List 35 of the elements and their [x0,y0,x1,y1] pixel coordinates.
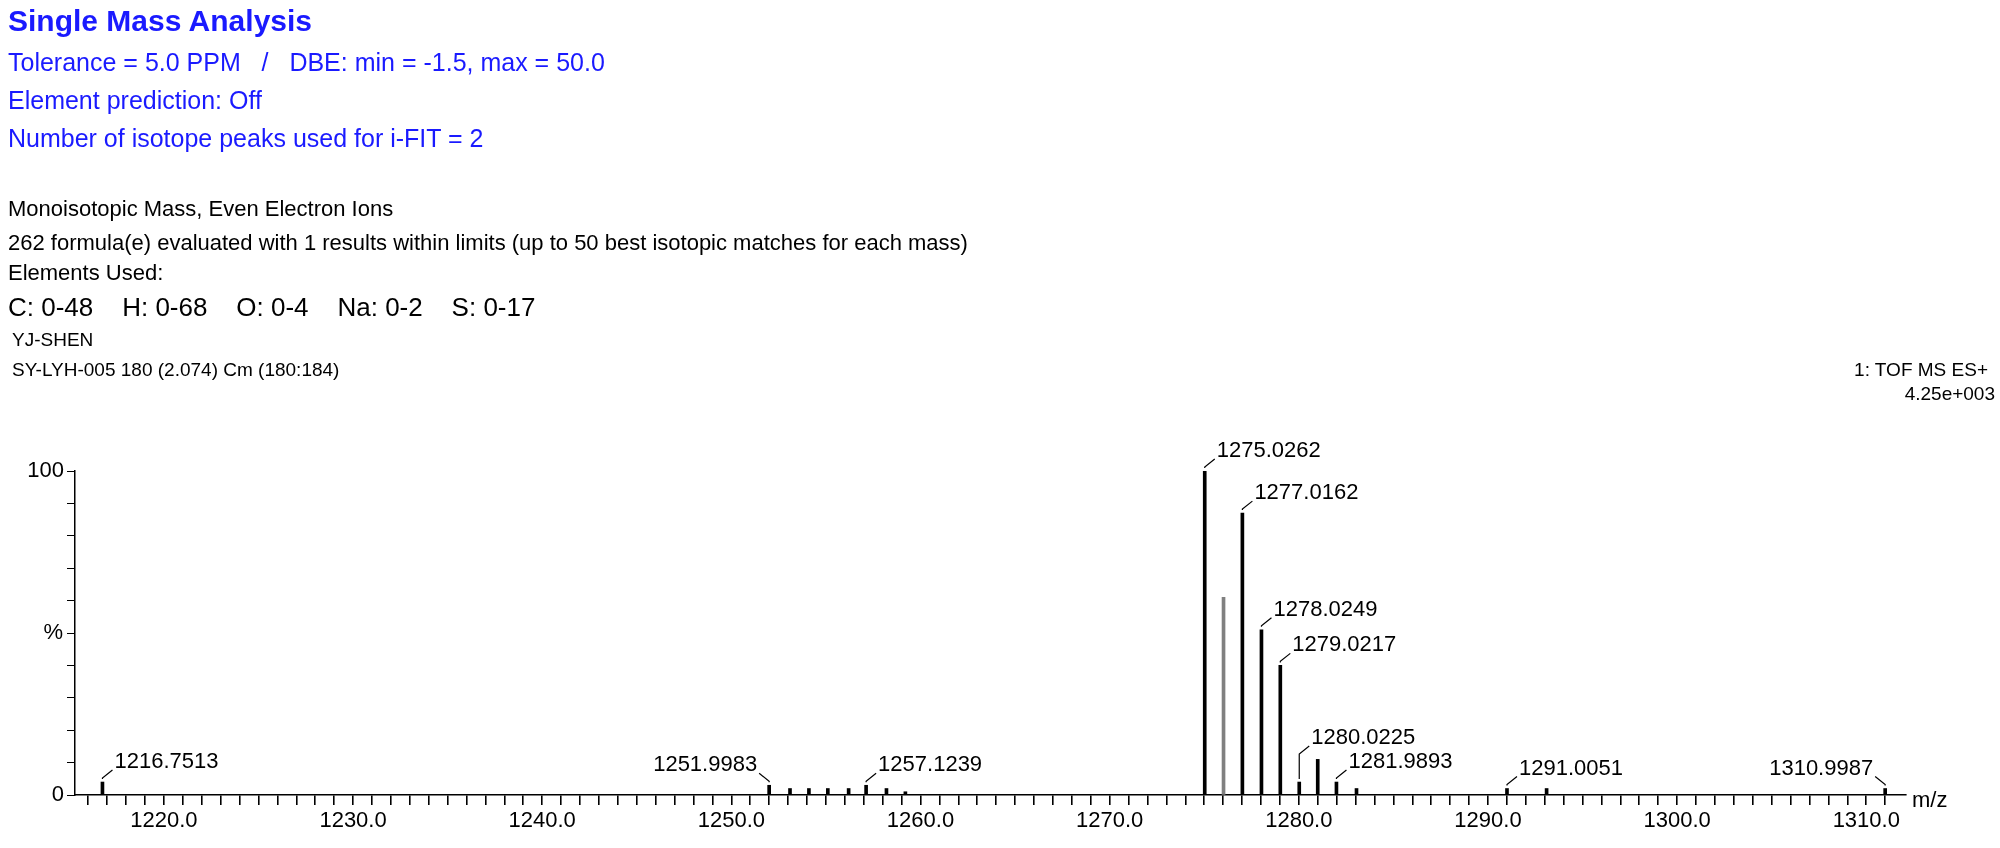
annotation: 1275.0262 [1216,437,1321,462]
x-tick-label: 1250.0 [697,807,766,833]
annotation: 1281.9893 [1348,748,1453,774]
y-tick-label: 0 [51,781,64,807]
text: C: 0-48 H: 0-68 O: 0-4 Na: 0-2 S: 0-17 [8,292,536,322]
text: Monoisotopic Mass, Even Electron Ions [8,196,394,221]
x-tick-label: 1260.0 [886,807,955,833]
annotation: 1278.0249 [1273,595,1378,621]
annotation: 1277.0162 [1254,479,1359,505]
text: 262 formula(e) evaluated with 1 results within limits (up to 50 best isotopic matches for each mass) [8,230,968,255]
annotation: 1310.9987 [1769,754,1874,780]
x-tick-label: 1290.0 [1454,807,1522,833]
y-tick-label: 100 [27,457,64,483]
text: 1: TOF MS ES+ [1854,359,1988,380]
x-tick-label: 1280.0 [1265,807,1333,833]
text: 4.25e+003 [1904,383,1995,404]
chart-title: Single Mass Analysis [8,4,313,37]
x-tick-label: 1270.0 [1076,807,1144,833]
x-tick-label: 1230.0 [319,807,387,833]
x-tick-label: 1220.0 [130,807,198,833]
annotation: 1291.0051 [1518,754,1623,780]
text: SY-LYH-005 180 (2.074) Cm (180:184) [12,359,340,380]
annotation: 1251.9983 [653,751,758,777]
annotation: 1216.7513 [114,748,219,774]
text: YJ-SHEN [12,329,94,350]
x-tick-label: 1310.0 [1832,807,1900,833]
annotation: 1279.0217 [1292,631,1397,657]
x-tick-label: 1300.0 [1643,807,1711,833]
x-tick-label: 1240.0 [508,807,576,833]
x-axis-title: m/z [1912,787,1948,813]
y-axis-title: % [43,619,63,645]
annotation: 1257.1239 [878,751,983,777]
chart-subtitle: Tolerance = 5.0 PPM / DBE: min = -1.5, max = 50.0 Element prediction: Off Number of isotope peaks used for i-FIT = 2 [8,48,605,152]
annotation: 1280.0225 [1311,724,1416,750]
text: Elements Used: [8,260,164,285]
